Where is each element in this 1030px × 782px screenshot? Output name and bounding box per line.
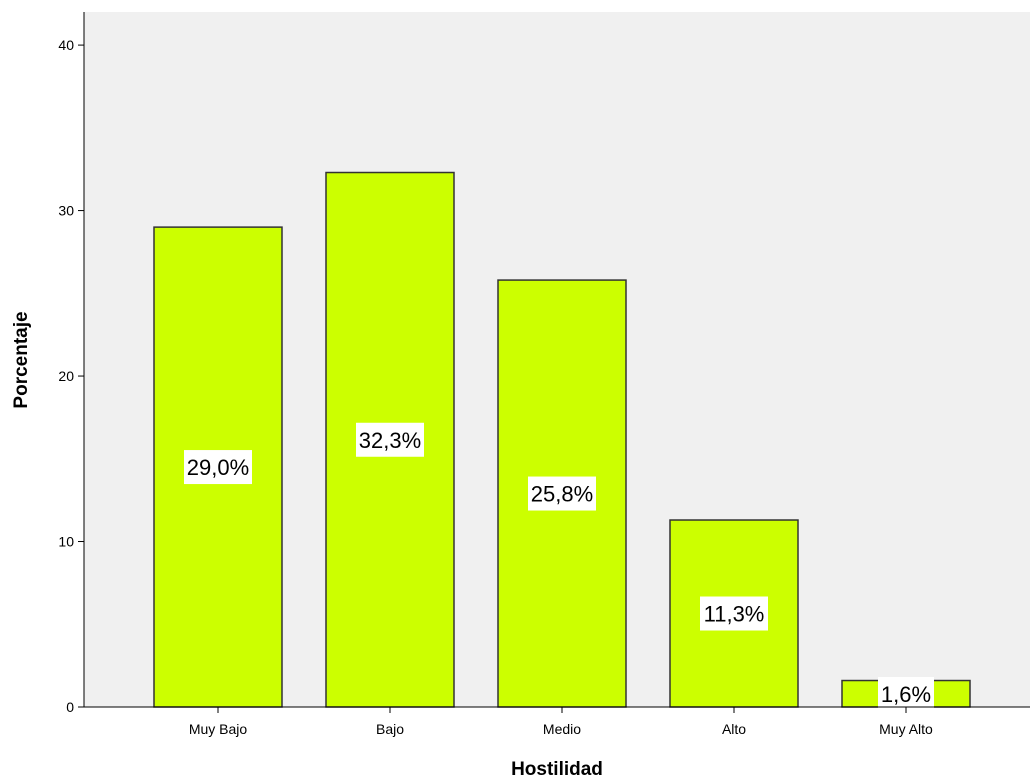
data-label-box — [878, 677, 934, 711]
x-ticks: Muy Bajo Bajo Medio Alto Muy Alto — [189, 707, 933, 737]
data-label-box — [184, 450, 252, 485]
data-label: 11,3% — [704, 602, 765, 627]
data-label-box — [356, 422, 424, 457]
y-tick-label: 30 — [58, 203, 74, 219]
x-tick-label: Medio — [543, 721, 581, 737]
x-axis-title: Hostilidad — [511, 759, 603, 780]
x-tick-label: Alto — [722, 721, 746, 737]
data-label-box — [528, 476, 596, 511]
data-label: 32,3% — [359, 428, 421, 453]
y-tick-label: 0 — [66, 699, 74, 715]
data-label-box — [700, 596, 768, 631]
data-label: 1,6% — [881, 682, 931, 707]
x-tick-label: Muy Bajo — [189, 721, 248, 737]
x-tick-label: Bajo — [376, 721, 404, 737]
data-label: 29,0% — [187, 455, 249, 480]
y-tick-label: 20 — [58, 368, 74, 384]
data-labels: 29,0% 32,3% 25,8% 11,3% 1,6% — [184, 422, 934, 711]
y-axis-title: Porcentaje — [11, 311, 32, 408]
x-tick-label: Muy Alto — [879, 721, 933, 737]
data-label: 25,8% — [531, 482, 593, 507]
y-tick-label: 10 — [58, 534, 74, 550]
y-tick-label: 40 — [58, 37, 74, 53]
y-ticks: 0 10 20 30 40 — [58, 37, 84, 715]
